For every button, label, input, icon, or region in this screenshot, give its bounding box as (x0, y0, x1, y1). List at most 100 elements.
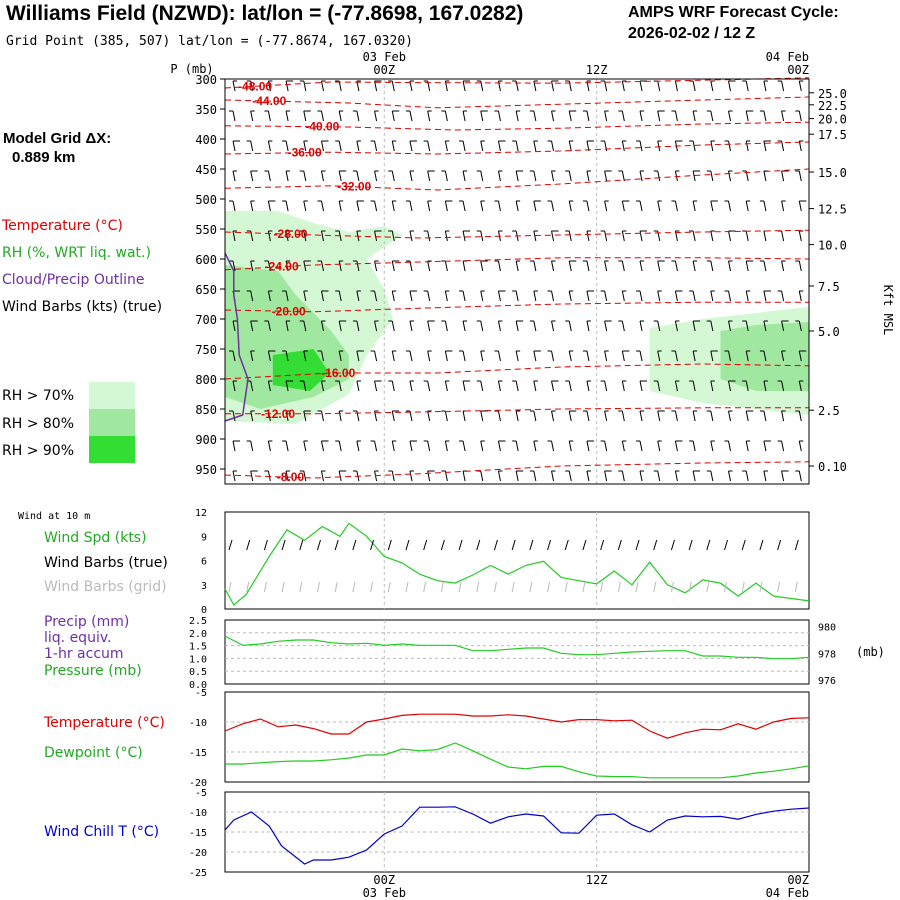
wind-barb (742, 470, 749, 482)
wind-barb (423, 440, 431, 452)
legend-cloud-outline: Cloud/Precip Outline (2, 272, 145, 288)
wind10-barb-grid (299, 581, 303, 593)
wind-barb (338, 260, 344, 272)
wind-barb (568, 140, 574, 152)
wind-barb (706, 170, 714, 182)
wind-barb (441, 170, 448, 182)
wind-barb (370, 200, 378, 212)
wind-barb (282, 200, 289, 212)
wind10-barb-true (334, 539, 339, 551)
wind-barb (582, 110, 590, 122)
wind-barb (742, 230, 749, 242)
wind-barb (250, 200, 255, 212)
pressure-tick-label: 500 (195, 193, 217, 207)
wind10-barb-true (564, 539, 569, 551)
wind-barb (494, 350, 501, 362)
wind-barb (728, 410, 733, 422)
wind10-barb-grid (741, 581, 745, 593)
wind-barb (370, 440, 378, 452)
wind-barb (391, 350, 397, 362)
wind-barb (728, 320, 733, 332)
wind-barb (282, 350, 289, 362)
y-tick-label: -20 (189, 848, 207, 859)
wind10-barb-true (370, 539, 375, 551)
wind-barb (388, 170, 395, 182)
temp-dew-panel: -20 -15 -10 -5 (189, 688, 810, 789)
wind-barb (533, 230, 538, 242)
isotherm-label: -28.00 (273, 227, 307, 241)
wind-barb (621, 290, 627, 302)
wind-barb (724, 140, 732, 152)
wind-barb (657, 260, 665, 272)
wind-barb (657, 110, 665, 122)
wind-barb (582, 350, 590, 362)
wind-barb (600, 380, 608, 392)
isotherm (225, 407, 809, 415)
pressure-tick-label: 978 (818, 649, 836, 660)
wind-barb (494, 260, 501, 272)
wind-barb (710, 290, 715, 302)
wind-barb (568, 260, 577, 272)
wind-barb (374, 170, 379, 182)
wind-barb (781, 410, 786, 422)
wind10-barb-true (529, 539, 534, 551)
wind-barb (745, 110, 754, 122)
height-axis: 25.022.520.017.5 15.0 12.5 10.0 7.5 5.0 2.5 0.1… (809, 87, 847, 474)
height-tick-label: 17.5 (818, 128, 847, 142)
wind-barb (250, 110, 255, 122)
wind-barb (427, 470, 435, 482)
wind10-barb-true (670, 539, 675, 551)
wind-barb (409, 290, 417, 302)
wind-barb (529, 410, 537, 422)
forecast-cycle-value: 2026-02-02 / 12 Z (628, 25, 755, 42)
wind-barb (405, 200, 413, 212)
wind-barb (565, 80, 572, 92)
wind-barb (689, 80, 696, 92)
wind-barb (391, 140, 397, 152)
wind-barb (565, 320, 572, 332)
wind-barb (409, 470, 414, 482)
wind10-barb-grid (617, 581, 621, 593)
wind-barb (745, 440, 751, 452)
wind-barb (533, 200, 541, 212)
wind-barb (267, 140, 273, 152)
wind-barb (317, 110, 324, 122)
wind-barb (671, 110, 678, 122)
wind-barb (480, 140, 485, 152)
wind-barb (604, 110, 609, 122)
bottom-hour-label: 00Z (373, 873, 395, 887)
top-hour-label: 00Z (373, 63, 395, 77)
wind10-speed-label: Wind Spd (kts) (44, 530, 147, 546)
wind-barb (250, 320, 258, 332)
isotherm (224, 121, 810, 131)
wind10-barb-true (281, 539, 286, 551)
wind-barb (462, 230, 471, 242)
wind-barb (621, 380, 627, 392)
temp-label: Temperature (°C) (43, 715, 165, 731)
isotherm (224, 301, 809, 313)
wind-barb (515, 170, 524, 182)
wind-barb (338, 320, 347, 332)
wind-barb (264, 320, 271, 332)
wind-barb (710, 80, 715, 92)
pressure-tick-label: 400 (195, 133, 217, 147)
wind-barb (391, 110, 400, 122)
wind10-barb-true (794, 539, 799, 551)
wind-barb (459, 200, 466, 212)
wind-barb (551, 80, 559, 92)
wind10-barb-true (653, 539, 658, 551)
legend-rh80-label: RH > 80% (2, 416, 74, 432)
wind-barb (462, 260, 468, 272)
wind-barb (639, 80, 648, 92)
wind-barb (706, 410, 714, 422)
wind-barb (515, 260, 521, 272)
wind-barb (529, 260, 537, 272)
wind-barb (320, 170, 326, 182)
wind-barb (459, 440, 466, 452)
wind-barb (494, 110, 501, 122)
wind-barb (724, 200, 732, 212)
wind10-barb-grid (582, 581, 586, 593)
wind-barb (639, 410, 645, 422)
wind-barb (710, 380, 715, 392)
